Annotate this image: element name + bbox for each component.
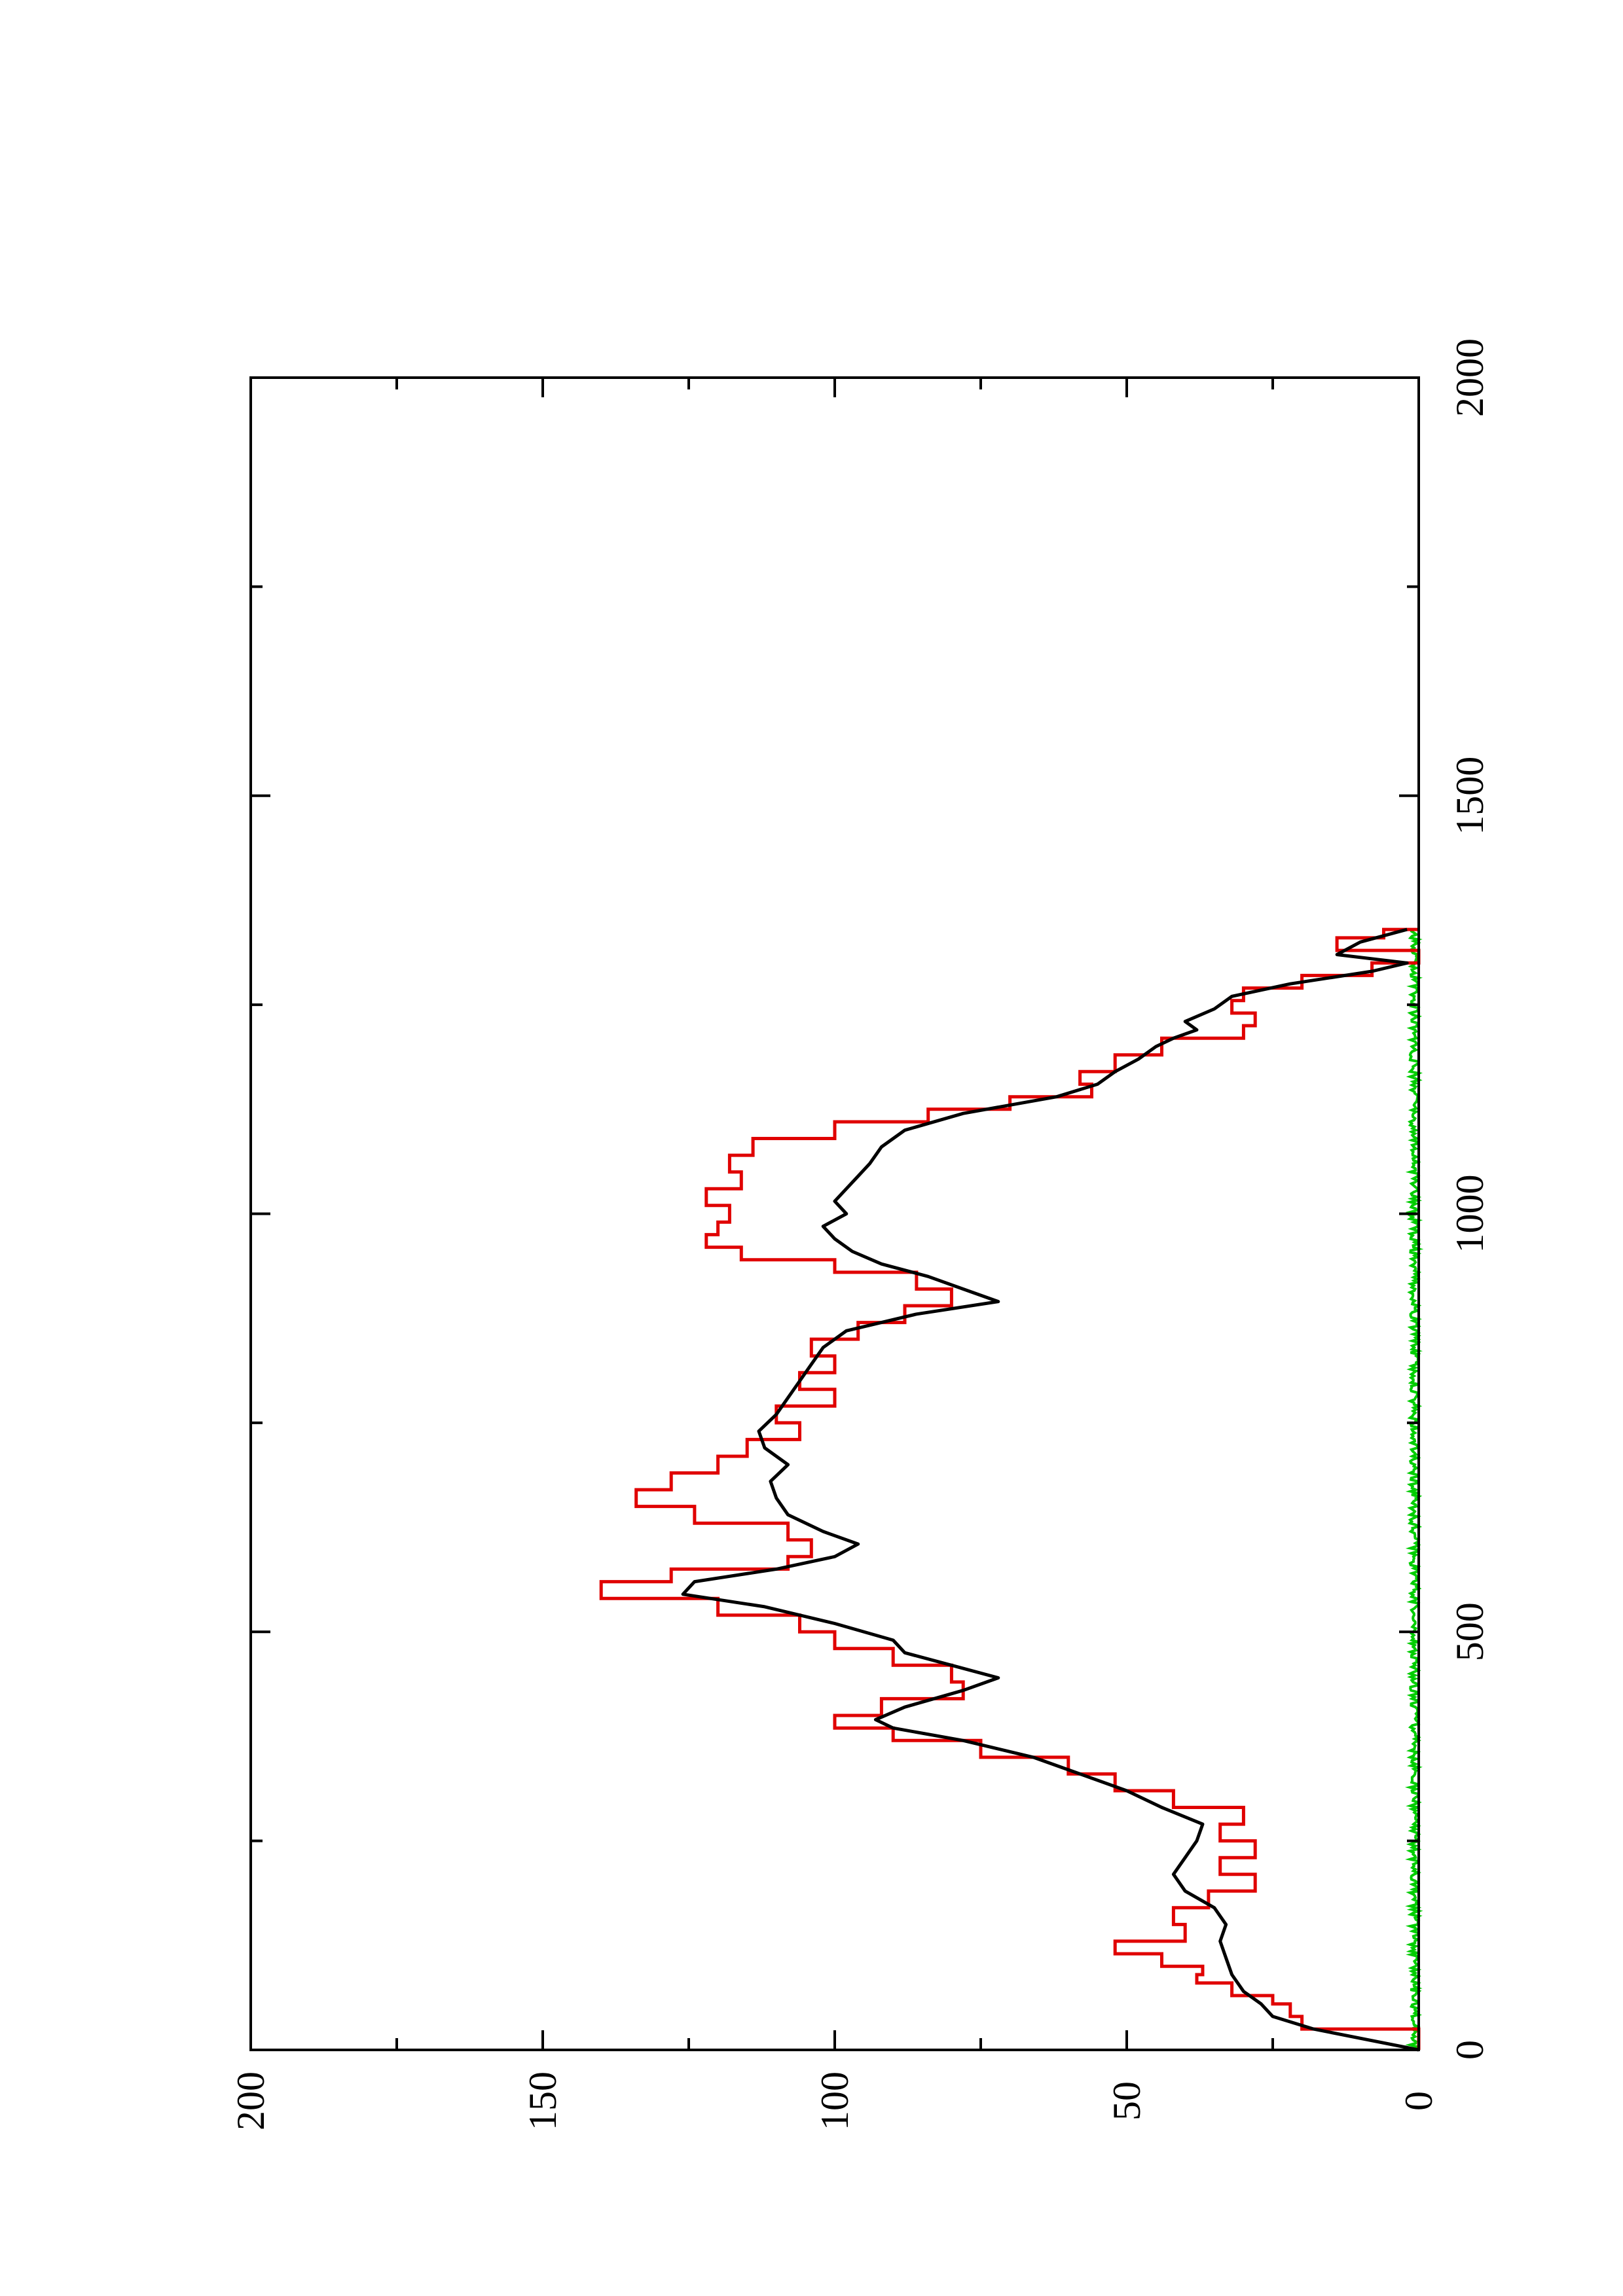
x-tick-label: 1500 (1448, 757, 1491, 835)
y-tick-label: 50 (1105, 2081, 1148, 2121)
y-tick-label: 100 (813, 2072, 856, 2130)
x-tick-label: 2000 (1448, 338, 1491, 417)
x-tick-label: 500 (1448, 1602, 1491, 1661)
series-black-line (681, 927, 1419, 2052)
y-tick-label: 200 (229, 2072, 272, 2130)
series-red-line (599, 927, 1421, 2050)
axes (249, 376, 1420, 2051)
x-tick-label: 0 (1448, 2040, 1491, 2060)
y-tick-label: 150 (521, 2072, 564, 2130)
plot-frame (249, 376, 1420, 2051)
x-tick-label: 1000 (1448, 1175, 1491, 1253)
plot-area (599, 927, 1424, 2052)
tick-labels: 0 500 1000 1500 2000 0 50 100 150 200 (229, 338, 1491, 2130)
series-green-line (1404, 929, 1424, 2051)
y-tick-label: 0 (1397, 2091, 1440, 2111)
